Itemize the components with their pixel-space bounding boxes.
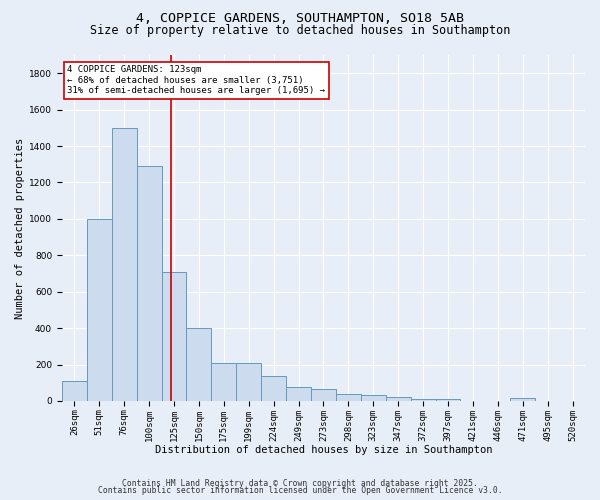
Bar (87, 219, 112, 401)
Bar (361, 396, 386, 401)
Bar (112, 128, 137, 401)
Bar (261, 376, 286, 401)
Bar (161, 272, 187, 401)
Bar (187, 328, 211, 401)
Bar (510, 398, 535, 401)
Bar (410, 399, 436, 401)
Y-axis label: Number of detached properties: Number of detached properties (15, 138, 25, 318)
Bar (286, 388, 311, 401)
Bar (336, 394, 361, 401)
Bar (386, 398, 410, 401)
Text: Contains public sector information licensed under the Open Government Licence v3: Contains public sector information licen… (98, 486, 502, 495)
Text: Contains HM Land Registry data © Crown copyright and database right 2025.: Contains HM Land Registry data © Crown c… (122, 478, 478, 488)
Bar (137, 166, 161, 401)
X-axis label: Distribution of detached houses by size in Southampton: Distribution of detached houses by size … (155, 445, 492, 455)
Text: 4 COPPICE GARDENS: 123sqm
← 68% of detached houses are smaller (3,751)
31% of se: 4 COPPICE GARDENS: 123sqm ← 68% of detac… (67, 66, 325, 95)
Text: 4, COPPICE GARDENS, SOUTHAMPTON, SO18 5AB: 4, COPPICE GARDENS, SOUTHAMPTON, SO18 5A… (136, 12, 464, 26)
Bar (236, 362, 261, 401)
Bar (62, 381, 87, 401)
Bar (436, 399, 460, 401)
Text: Size of property relative to detached houses in Southampton: Size of property relative to detached ho… (90, 24, 510, 37)
Bar (311, 389, 336, 401)
Bar (211, 362, 236, 401)
